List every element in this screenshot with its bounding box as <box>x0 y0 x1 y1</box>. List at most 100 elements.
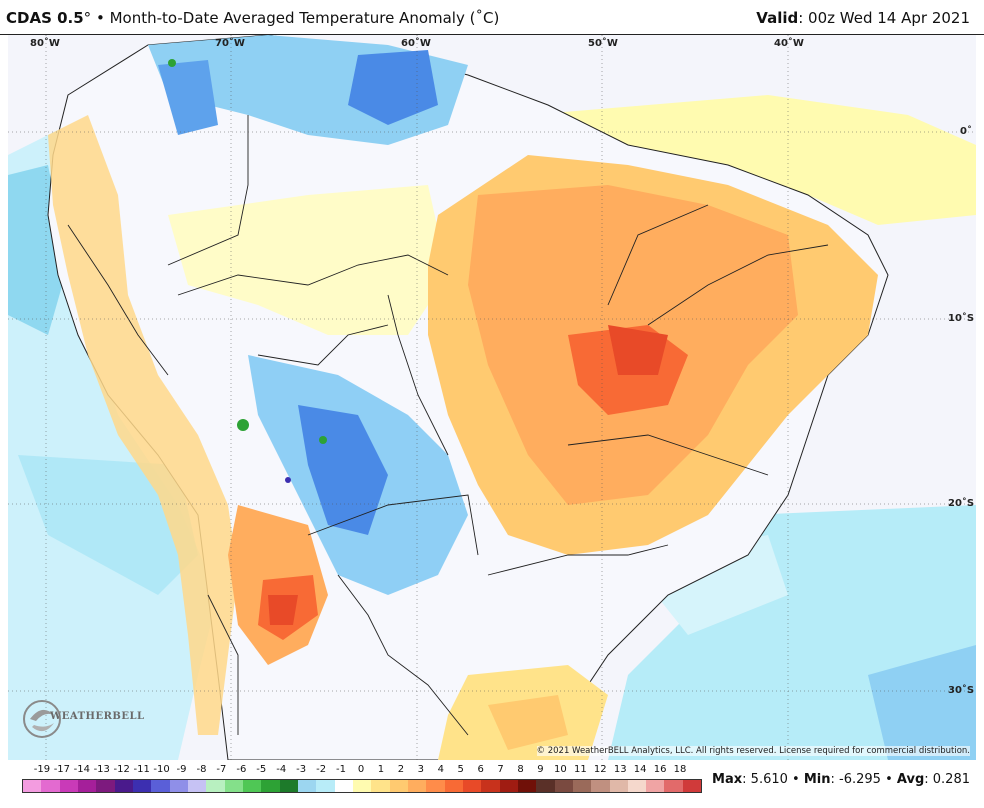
brazil-hottest-core <box>608 325 668 375</box>
scale-label: 16 <box>653 764 667 775</box>
scale-swatch <box>352 780 372 792</box>
north-cold-core <box>348 50 438 125</box>
border-line-1 <box>177 254 449 296</box>
scale-label: -14 <box>73 764 90 775</box>
scale-swatch <box>536 780 555 792</box>
colombia-cold-patch <box>158 60 218 135</box>
bolivia-green-spot-2 <box>319 436 327 444</box>
max-label: Max <box>712 772 743 787</box>
uruguay-warm-core <box>488 695 568 750</box>
scale-label: 9 <box>537 764 544 775</box>
bolivia-cold-dot <box>285 477 291 483</box>
scale-label: 13 <box>613 764 627 775</box>
bolivia-green-spot-1 <box>237 419 249 431</box>
scale-label: -12 <box>113 764 130 775</box>
scale-swatch <box>206 780 225 792</box>
scale-swatch <box>389 780 408 792</box>
min-label: Min <box>803 772 831 787</box>
border-line-3 <box>387 294 449 456</box>
valid-label: Valid <box>756 9 799 27</box>
scale-label: -11 <box>133 764 150 775</box>
scale-swatch <box>132 780 152 792</box>
degree-sign: ° <box>83 9 92 27</box>
lon-label-50w: 50˚W <box>588 38 618 49</box>
avg-value: : 0.281 <box>924 772 970 787</box>
scale-label: 11 <box>573 764 587 775</box>
scale-swatch <box>261 780 280 792</box>
border-line-12 <box>67 224 169 376</box>
valid-value: : 00z Wed 14 Apr 2021 <box>798 9 970 27</box>
border-line-5 <box>307 494 479 556</box>
lon-label-70w: 70˚W <box>215 38 245 49</box>
scale-label: -4 <box>276 764 287 775</box>
lat-label-0: 0˚ <box>960 126 972 137</box>
min-value: : -6.295 <box>830 772 881 787</box>
lat-label-10s: 10˚S <box>948 313 975 324</box>
scale-label: -10 <box>153 764 170 775</box>
scale-swatch <box>371 780 390 792</box>
lon-label-60w: 60˚W <box>401 38 431 49</box>
scale-swatch <box>96 780 115 792</box>
logo-text: WEATHERBELL <box>50 711 145 722</box>
lat-label-20s: 20˚S <box>948 498 975 509</box>
scale-label: 6 <box>477 764 484 775</box>
valid-time: Valid: 00z Wed 14 Apr 2021 <box>756 9 970 27</box>
scale-swatch <box>572 780 592 792</box>
map-canvas <box>8 35 976 760</box>
argentina-hottest-core <box>268 595 298 625</box>
scale-swatch <box>682 780 702 792</box>
copyright-notice: © 2021 WeatherBELL Analytics, LLC. All r… <box>536 746 970 756</box>
scale-label: -6 <box>236 764 247 775</box>
scale-swatch <box>59 780 78 792</box>
border-line-9 <box>647 244 829 326</box>
colombia-green-spot <box>168 59 176 67</box>
scale-label: -5 <box>256 764 267 775</box>
lon-label-40w: 40˚W <box>774 38 804 49</box>
scale-swatch <box>151 780 170 792</box>
field-stats: Max: 5.610 • Min: -6.295 • Avg: 0.281 <box>712 772 970 787</box>
border-line-2 <box>167 115 249 266</box>
scale-swatch <box>242 780 262 792</box>
scale-label: 14 <box>633 764 647 775</box>
max-value: : 5.610 <box>742 772 788 787</box>
border-line-10 <box>567 434 769 476</box>
scale-label: 8 <box>517 764 524 775</box>
avg-label: Avg <box>896 772 925 787</box>
border-line-8 <box>607 204 709 306</box>
scale-label: 1 <box>377 764 385 775</box>
pacific-band-south <box>18 455 198 595</box>
scale-swatch <box>554 780 573 792</box>
color-scale-bar <box>22 779 702 793</box>
scale-label: 4 <box>437 764 444 775</box>
scale-label: -19 <box>33 764 51 775</box>
country-borders <box>67 115 829 736</box>
color-scale-labels: -19 -17 -14 -13 -12 -11 -10 -9 -8 -7 -6 -5 -4 -3 -2 -1 0… <box>20 764 700 778</box>
scale-label: 12 <box>593 764 607 775</box>
scale-swatch <box>23 780 42 792</box>
scale-swatch <box>41 780 60 792</box>
scale-swatch <box>627 780 647 792</box>
scale-swatch <box>169 780 188 792</box>
scale-swatch <box>426 780 445 792</box>
scale-swatch <box>462 780 482 792</box>
border-line-6 <box>337 574 469 736</box>
lat-label-30s: 30˚S <box>948 685 975 696</box>
scale-swatch <box>334 780 353 792</box>
scale-swatch <box>609 780 628 792</box>
scale-label: 0 <box>357 764 365 775</box>
scale-swatch <box>444 780 463 792</box>
scale-label: 10 <box>554 764 567 775</box>
andes-warm-strip <box>48 115 238 735</box>
scale-label: -8 <box>196 764 207 775</box>
scale-label: -2 <box>316 764 327 775</box>
lon-label-80w: 80˚W <box>30 38 60 49</box>
anomaly-map: 80˚W 70˚W 60˚W 50˚W 40˚W 0˚ 10˚S 20˚S 30… <box>8 35 976 760</box>
scale-swatch <box>591 780 610 792</box>
scale-swatch <box>224 780 243 792</box>
stats-sep-1: • <box>792 772 800 787</box>
scale-swatch <box>279 780 298 792</box>
weatherbell-logo: WEATHERBELL <box>22 697 144 747</box>
map-title: CDAS 0.5° • Month-to-Date Averaged Tempe… <box>6 9 499 27</box>
scale-label: -9 <box>176 764 187 775</box>
scale-label: 7 <box>497 764 504 775</box>
